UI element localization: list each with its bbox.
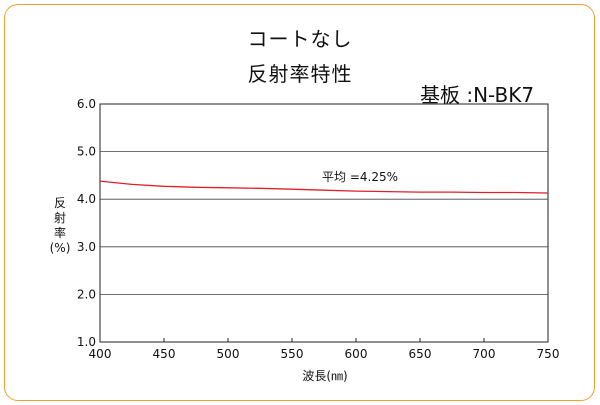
x-tick-label: 450 bbox=[153, 347, 176, 361]
plot-area bbox=[99, 103, 549, 343]
y-axis-label-char: 射 bbox=[53, 211, 66, 225]
x-tick-label: 550 bbox=[281, 347, 304, 361]
y-axis-label-char: 反 bbox=[53, 196, 66, 210]
average-annotation: 平均 =4.25% bbox=[322, 170, 398, 184]
y-axis-label: 反 射 率 (%) bbox=[40, 196, 80, 256]
series-group bbox=[99, 180, 549, 194]
chart-frame bbox=[4, 4, 595, 401]
substrate-label: 基板 :N-BK7 bbox=[420, 83, 535, 107]
x-tick-label: 500 bbox=[217, 347, 240, 361]
x-tick-label: 600 bbox=[345, 347, 368, 361]
x-tick-label: 750 bbox=[537, 347, 560, 361]
x-tick-labels: 400 450 500 550 600 650 700 750 bbox=[89, 347, 560, 361]
x-tick-label: 700 bbox=[473, 347, 496, 361]
y-tick-label: 1.0 bbox=[77, 335, 96, 349]
y-axis-label-char: (%) bbox=[49, 241, 71, 255]
x-tick-label: 650 bbox=[409, 347, 432, 361]
reflectance-series-line bbox=[99, 180, 549, 194]
y-tick-label: 4.0 bbox=[77, 192, 96, 206]
x-axis-label: 波長(㎚) bbox=[302, 369, 348, 383]
x-tick-label: 400 bbox=[89, 347, 112, 361]
chart-subtitle: 反射率特性 bbox=[247, 62, 353, 86]
y-tick-label: 3.0 bbox=[77, 240, 96, 254]
gridlines bbox=[99, 151, 549, 342]
chart-title: コートなし bbox=[247, 27, 353, 51]
y-axis-label-char: 率 bbox=[53, 226, 66, 240]
y-tick-label: 2.0 bbox=[77, 287, 96, 301]
y-tick-label: 5.0 bbox=[77, 145, 96, 159]
y-tick-label: 6.0 bbox=[77, 97, 96, 111]
y-tick-labels: 1.0 2.0 3.0 4.0 5.0 6.0 bbox=[77, 97, 96, 349]
